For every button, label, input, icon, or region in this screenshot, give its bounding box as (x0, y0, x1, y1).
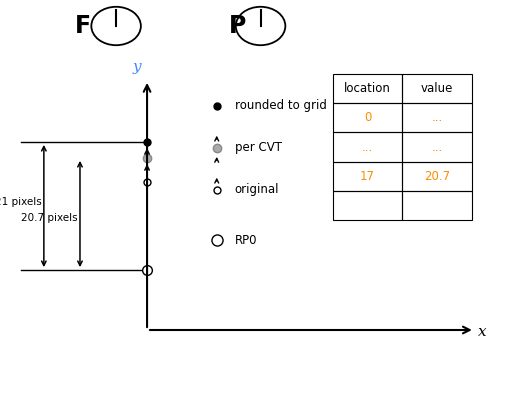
Bar (402, 74, 472, 103)
Text: 20.7: 20.7 (424, 170, 450, 183)
Bar (333, 132, 402, 162)
Bar (333, 103, 402, 132)
Text: ...: ... (432, 111, 443, 124)
Text: y: y (133, 60, 141, 74)
Text: P: P (229, 14, 246, 38)
Bar (333, 162, 402, 191)
Text: x: x (478, 325, 487, 339)
Text: rounded to grid: rounded to grid (235, 100, 327, 112)
Bar (402, 132, 472, 162)
Bar (333, 191, 402, 220)
Bar (402, 103, 472, 132)
Text: original: original (235, 184, 279, 196)
Bar (402, 191, 472, 220)
Text: 17: 17 (360, 170, 375, 183)
Text: ...: ... (432, 140, 443, 154)
Text: 21 pixels: 21 pixels (0, 197, 41, 207)
Bar (333, 74, 402, 103)
Text: ...: ... (362, 140, 373, 154)
Text: RP0: RP0 (235, 234, 257, 246)
Text: F: F (74, 14, 91, 38)
Bar (402, 162, 472, 191)
Text: value: value (421, 82, 454, 95)
Text: per CVT: per CVT (235, 142, 282, 154)
Text: 20.7 pixels: 20.7 pixels (21, 213, 77, 223)
Text: 0: 0 (364, 111, 372, 124)
Text: location: location (344, 82, 391, 95)
